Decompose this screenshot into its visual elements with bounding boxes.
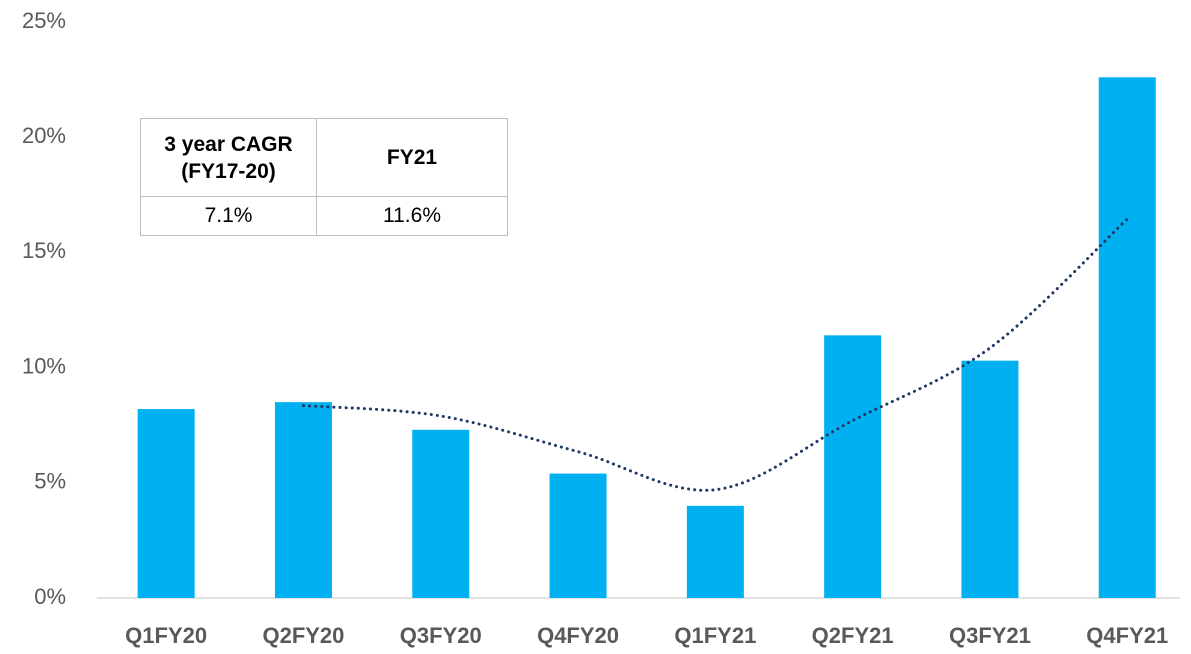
x-tick-label: Q1FY20 — [125, 623, 207, 648]
x-tick-label: Q4FY20 — [537, 623, 619, 648]
bar — [137, 409, 195, 598]
y-tick-label: 10% — [22, 353, 66, 378]
x-tick-label: Q2FY20 — [262, 623, 344, 648]
table-cell: 7.1% — [140, 196, 317, 236]
table-cell: 11.6% — [316, 196, 508, 236]
bar — [549, 473, 607, 598]
y-tick-label: 15% — [22, 238, 66, 263]
y-tick-label: 5% — [34, 469, 66, 494]
bar — [824, 335, 882, 598]
cagr-table: 3 year CAGR (FY17-20) FY21 7.1% 11.6% — [140, 118, 508, 236]
bar — [274, 402, 332, 598]
x-tick-label: Q3FY20 — [400, 623, 482, 648]
y-tick-label: 20% — [22, 123, 66, 148]
table-header: 3 year CAGR (FY17-20) — [140, 118, 317, 197]
y-tick-label: 25% — [22, 8, 66, 33]
y-tick-label: 0% — [34, 584, 66, 609]
bar — [686, 505, 744, 598]
x-tick-label: Q2FY21 — [812, 623, 894, 648]
table-header: FY21 — [316, 118, 508, 197]
bar — [412, 429, 470, 598]
x-tick-label: Q4FY21 — [1086, 623, 1168, 648]
x-tick-label: Q3FY21 — [949, 623, 1031, 648]
bar — [961, 360, 1019, 598]
x-tick-label: Q1FY21 — [674, 623, 756, 648]
bar — [1098, 77, 1156, 598]
